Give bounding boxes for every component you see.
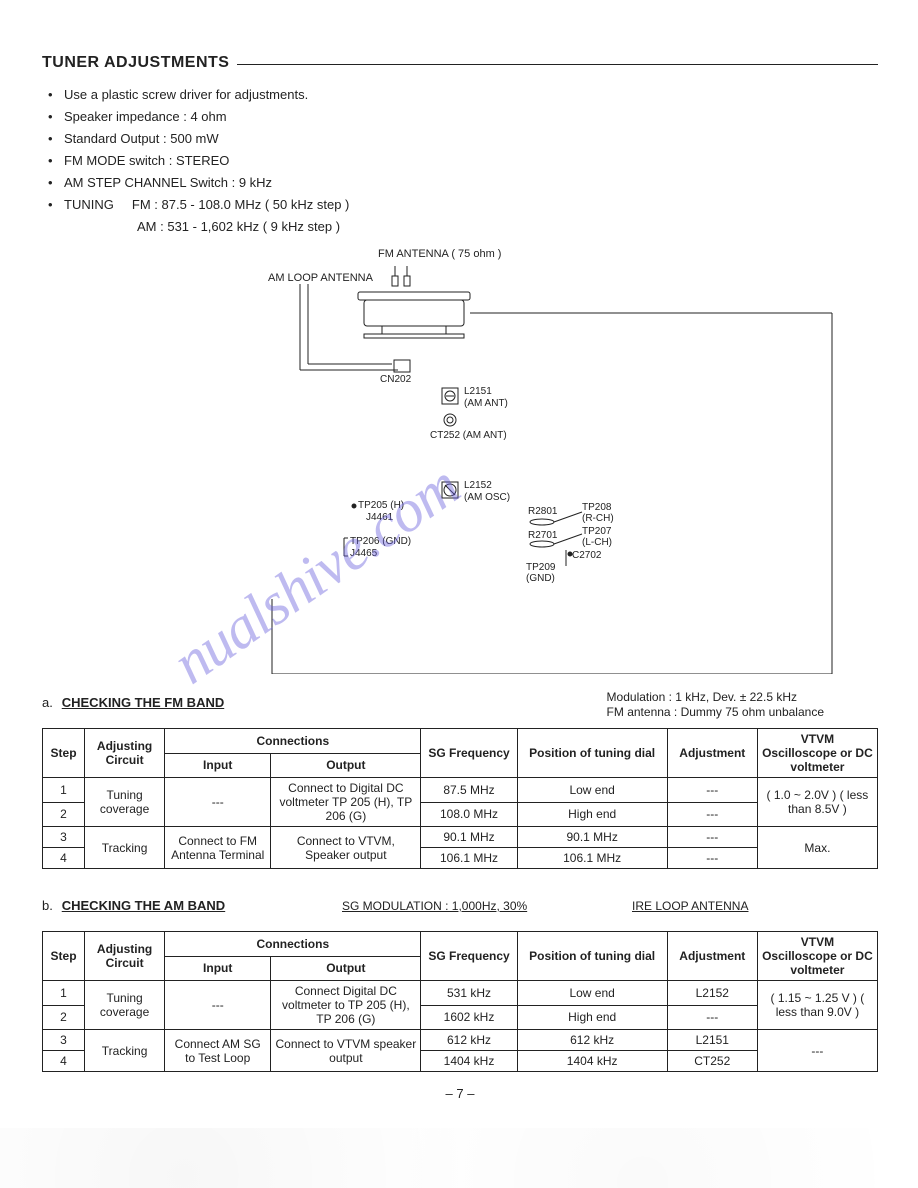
label-l2152-sub: (AM OSC) [464,492,510,503]
label-l2152: L2152 [464,480,492,491]
th-output: Output [271,956,421,981]
tuning-label: TUNING [64,197,114,212]
label-r2701: R2701 [528,530,557,541]
label-r2801: R2801 [528,506,557,517]
tuning-am: AM : 531 - 1,602 kHz ( 9 kHz step ) [137,216,340,238]
th-vtvm: VTVM Oscilloscope or DC voltmeter [757,729,877,778]
label-tp209: TP209(GND) [526,562,555,584]
label-c2702: C2702 [572,550,601,561]
th-input: Input [165,956,271,981]
th-connections: Connections [165,729,421,754]
title-rule [237,64,878,65]
label-tp206: TP206 (GND) [350,536,411,547]
page-number: – 7 – [42,1086,878,1101]
am-ire-loop: IRE LOOP ANTENNA [632,899,748,913]
bullet: Speaker impedance : 4 ohm [48,106,878,128]
label-l2151: L2151 [464,386,492,397]
am-sg-mod: SG MODULATION : 1,000Hz, 30% [342,899,527,913]
th-adjusting: Adjusting Circuit [85,932,165,981]
bullet: AM STEP CHANNEL Switch : 9 kHz [48,172,878,194]
bullet-tuning: TUNING FM : 87.5 - 108.0 MHz ( 50 kHz st… [48,194,878,238]
bullet: FM MODE switch : STEREO [48,150,878,172]
th-step: Step [43,729,85,778]
table-row: 1 Tuning coverage --- Connect Digital DC… [43,981,878,1006]
fm-modulation-note: Modulation : 1 kHz, Dev. ± 22.5 kHzFM an… [607,690,824,720]
label-tp207: TP207(L-CH) [582,526,612,548]
th-input: Input [165,753,271,778]
am-section-title: CHECKING THE AM BAND [62,898,225,913]
label-tp208: TP208(R-CH) [582,502,614,524]
label-am-loop: AM LOOP ANTENNA [268,272,373,284]
th-connections: Connections [165,932,421,957]
th-adjusting: Adjusting Circuit [85,729,165,778]
label-j4461: J4461 [366,512,393,523]
bullet: Standard Output : 500 mW [48,128,878,150]
scan-noise [0,1128,918,1188]
th-vtvm: VTVM Oscilloscope or DC voltmeter [757,932,877,981]
th-dial: Position of tuning dial [517,729,667,778]
th-sg: SG Frequency [421,729,517,778]
th-sg: SG Frequency [421,932,517,981]
fm-section-letter: a. [42,695,53,710]
label-fm-antenna: FM ANTENNA ( 75 ohm ) [378,248,501,260]
tuner-diagram: FM ANTENNA ( 75 ohm ) AM LOOP ANTENNA CN… [42,244,878,674]
label-j4465: J4465 [350,548,377,559]
th-adj: Adjustment [667,932,757,981]
page-title: TUNER ADJUSTMENTS [42,54,229,72]
label-l2151-sub: (AM ANT) [464,398,508,409]
tuning-fm: FM : 87.5 - 108.0 MHz ( 50 kHz step ) [132,197,349,212]
label-cn202: CN202 [380,374,411,385]
table-row: 1 Tuning coverage --- Connect to Digital… [43,778,878,803]
fm-section-title: CHECKING THE FM BAND [62,695,225,710]
label-ct252: CT252 (AM ANT) [430,430,507,441]
adjustment-notes: Use a plastic screw driver for adjustmen… [48,84,878,238]
table-row: 3 Tracking Connect AM SG to Test Loop Co… [43,1030,878,1051]
th-dial: Position of tuning dial [517,932,667,981]
bullet: Use a plastic screw driver for adjustmen… [48,84,878,106]
fm-table: Step Adjusting Circuit Connections SG Fr… [42,728,878,869]
th-step: Step [43,932,85,981]
th-output: Output [271,753,421,778]
am-section-letter: b. [42,898,53,913]
table-row: 3 Tracking Connect to FM Antenna Termina… [43,827,878,848]
label-tp205: TP205 (H) [358,500,404,511]
th-adj: Adjustment [667,729,757,778]
am-table: Step Adjusting Circuit Connections SG Fr… [42,931,878,1072]
